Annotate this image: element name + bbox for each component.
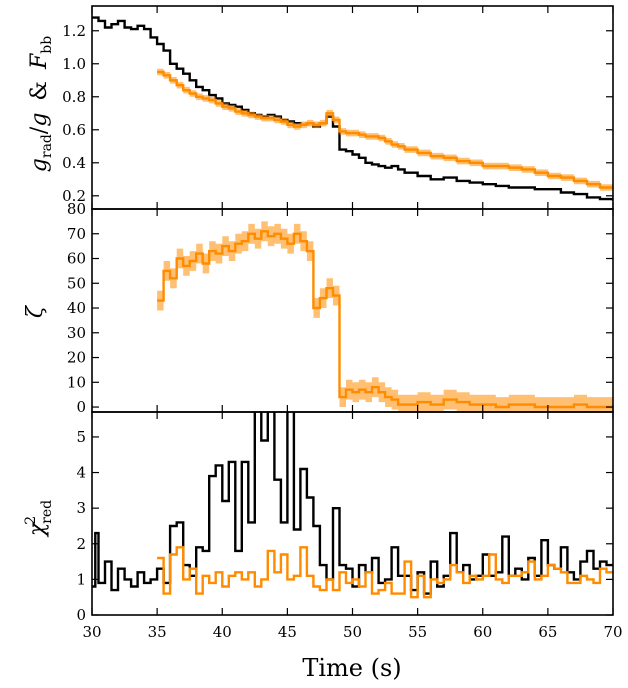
y-tick-label: 60 xyxy=(67,250,86,268)
y-tick-label: 0.6 xyxy=(62,121,86,139)
panel1-ylabel: grad/g&Fbb xyxy=(27,36,55,172)
y-tick-label: 0.8 xyxy=(62,88,86,106)
x-tick-label: 45 xyxy=(278,623,297,641)
y-tick-label: 0 xyxy=(76,398,86,416)
panel-2-plot xyxy=(157,221,613,412)
x-tick-label: 65 xyxy=(538,623,557,641)
y-tick-label: 20 xyxy=(67,349,86,367)
y-tick-label: 80 xyxy=(67,200,86,218)
x-tick-label: 30 xyxy=(82,623,101,641)
x-axis-label: Time (s) xyxy=(302,654,401,682)
y-tick-label: 40 xyxy=(67,299,86,317)
y-tick-label: 0.2 xyxy=(62,187,86,205)
x-tick-label: 40 xyxy=(213,623,232,641)
series-1-line xyxy=(92,412,613,595)
panel3-ylabel: χ2red xyxy=(23,500,55,538)
y-tick-label: 0 xyxy=(76,606,86,624)
y-tick-label: 70 xyxy=(67,225,86,243)
y-tick-label: 0.4 xyxy=(62,154,86,172)
panel-1: 0.2 0.4 0.6 0.8 1.0 1.2 xyxy=(62,5,614,210)
y-tick-label: 3 xyxy=(76,499,86,517)
x-tick-label: 55 xyxy=(408,623,427,641)
y-tick-label: 2 xyxy=(76,535,86,553)
y-tick-label: 1.2 xyxy=(62,22,86,40)
series-2-line xyxy=(157,70,613,190)
x-tick-label: 35 xyxy=(148,623,167,641)
y-tick-label: 5 xyxy=(76,428,86,446)
y-tick-label: 1 xyxy=(76,570,86,588)
y-tick-label: 1.0 xyxy=(62,55,86,73)
panel-1-plot xyxy=(92,16,613,201)
y-tick-label: 50 xyxy=(67,274,86,292)
panel-3-plot xyxy=(92,412,613,599)
x-tick-label: 50 xyxy=(343,623,362,641)
series-1-line xyxy=(157,230,613,409)
y-tick-label: 4 xyxy=(76,464,86,482)
panel-2: 0 10 20 30 40 50 60 70 80 xyxy=(67,200,614,416)
series-2-line xyxy=(157,546,613,599)
panel-1-frame xyxy=(91,5,614,210)
x-tick-label: 60 xyxy=(473,623,492,641)
series-2-error-band xyxy=(157,68,613,193)
series-1-error-band xyxy=(157,221,613,412)
panel2-ylabel: ζ xyxy=(23,304,48,318)
x-tick-label: 70 xyxy=(603,623,622,641)
y-tick-label: 30 xyxy=(67,324,86,342)
y-tick-label: 10 xyxy=(67,373,86,391)
chart-panels: 0.2 0.4 0.6 0.8 1.0 1.2 0 10 20 30 40 50 60 70 80 0 1 2 3 4… xyxy=(62,5,623,641)
